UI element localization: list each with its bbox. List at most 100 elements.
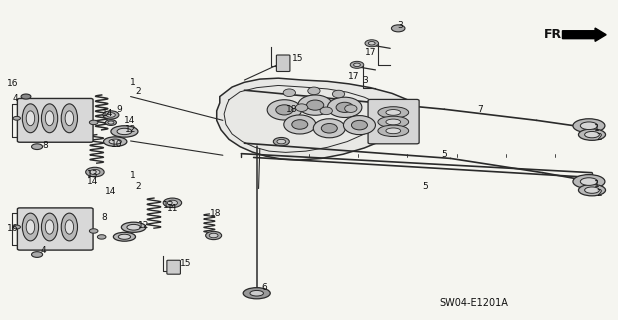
Text: 1: 1 <box>594 124 600 133</box>
Text: 11: 11 <box>167 204 178 213</box>
Text: 1: 1 <box>594 180 600 189</box>
Text: 18: 18 <box>286 105 297 114</box>
Circle shape <box>106 113 116 117</box>
Ellipse shape <box>111 126 138 137</box>
Text: 12: 12 <box>138 221 150 230</box>
Ellipse shape <box>321 124 337 133</box>
FancyBboxPatch shape <box>167 260 180 274</box>
Circle shape <box>13 116 20 120</box>
Text: 12: 12 <box>125 125 137 134</box>
Ellipse shape <box>65 111 74 126</box>
Text: 3: 3 <box>363 76 368 84</box>
Text: 13: 13 <box>163 201 174 210</box>
Text: SW04-E1201A: SW04-E1201A <box>439 298 508 308</box>
Ellipse shape <box>580 178 598 185</box>
Ellipse shape <box>26 220 35 234</box>
Ellipse shape <box>22 104 38 133</box>
Text: 2: 2 <box>596 189 602 198</box>
Text: 1: 1 <box>130 78 135 87</box>
Circle shape <box>90 169 100 175</box>
Text: 16: 16 <box>7 224 18 233</box>
Ellipse shape <box>284 115 316 134</box>
Text: 14: 14 <box>101 108 113 117</box>
Text: 15: 15 <box>292 54 303 63</box>
Text: 8: 8 <box>102 212 108 222</box>
Ellipse shape <box>250 291 263 296</box>
Ellipse shape <box>345 105 357 112</box>
Ellipse shape <box>386 109 400 115</box>
Text: 2: 2 <box>596 133 602 142</box>
Ellipse shape <box>41 104 57 133</box>
Ellipse shape <box>344 116 376 135</box>
Text: 2: 2 <box>135 87 141 96</box>
Ellipse shape <box>127 224 140 230</box>
Text: 10: 10 <box>111 140 123 149</box>
Ellipse shape <box>45 220 54 234</box>
Ellipse shape <box>585 187 599 193</box>
Text: 14: 14 <box>124 116 135 125</box>
Ellipse shape <box>26 111 35 126</box>
FancyBboxPatch shape <box>17 99 93 142</box>
Text: 4: 4 <box>40 246 46 255</box>
Ellipse shape <box>45 111 54 126</box>
FancyArrow shape <box>562 28 606 41</box>
Ellipse shape <box>386 119 400 125</box>
Text: 5: 5 <box>441 150 447 159</box>
Circle shape <box>210 233 218 238</box>
Circle shape <box>108 121 114 124</box>
Ellipse shape <box>580 122 598 130</box>
Text: 2: 2 <box>135 181 141 190</box>
Text: 6: 6 <box>262 283 268 292</box>
Ellipse shape <box>113 232 135 241</box>
Ellipse shape <box>243 288 270 299</box>
Circle shape <box>353 63 360 67</box>
Ellipse shape <box>573 119 605 133</box>
Circle shape <box>365 40 378 47</box>
Circle shape <box>21 94 31 99</box>
Text: 14: 14 <box>105 187 117 196</box>
Ellipse shape <box>313 119 345 138</box>
Circle shape <box>90 120 98 124</box>
Circle shape <box>98 235 106 239</box>
Ellipse shape <box>41 213 57 241</box>
Ellipse shape <box>61 213 77 241</box>
Ellipse shape <box>378 107 408 118</box>
Ellipse shape <box>573 175 605 188</box>
Circle shape <box>391 25 405 32</box>
Text: 4: 4 <box>12 94 18 103</box>
Ellipse shape <box>320 107 332 115</box>
Ellipse shape <box>308 87 320 95</box>
Ellipse shape <box>386 128 400 134</box>
Text: 13: 13 <box>87 170 98 179</box>
Circle shape <box>350 61 364 68</box>
Ellipse shape <box>578 129 606 140</box>
Ellipse shape <box>298 95 332 115</box>
Polygon shape <box>217 78 415 160</box>
Text: 18: 18 <box>210 209 221 219</box>
Ellipse shape <box>121 222 146 232</box>
Ellipse shape <box>578 184 606 196</box>
Ellipse shape <box>267 100 302 120</box>
Circle shape <box>103 111 119 119</box>
Ellipse shape <box>332 90 345 98</box>
Circle shape <box>277 139 286 144</box>
Circle shape <box>167 200 177 205</box>
Circle shape <box>13 225 20 229</box>
Ellipse shape <box>295 104 308 111</box>
Text: 16: 16 <box>7 79 18 88</box>
Text: 17: 17 <box>347 72 359 81</box>
Circle shape <box>273 138 289 146</box>
Circle shape <box>90 229 98 233</box>
FancyBboxPatch shape <box>17 208 93 250</box>
Ellipse shape <box>65 220 74 234</box>
Ellipse shape <box>292 120 308 129</box>
Text: 1: 1 <box>130 172 135 180</box>
Circle shape <box>163 198 182 208</box>
Text: 17: 17 <box>365 48 376 57</box>
Circle shape <box>105 120 116 125</box>
Ellipse shape <box>378 125 408 137</box>
Text: 7: 7 <box>477 105 483 114</box>
Text: 9: 9 <box>117 105 122 114</box>
Ellipse shape <box>22 213 38 241</box>
Ellipse shape <box>283 89 295 97</box>
